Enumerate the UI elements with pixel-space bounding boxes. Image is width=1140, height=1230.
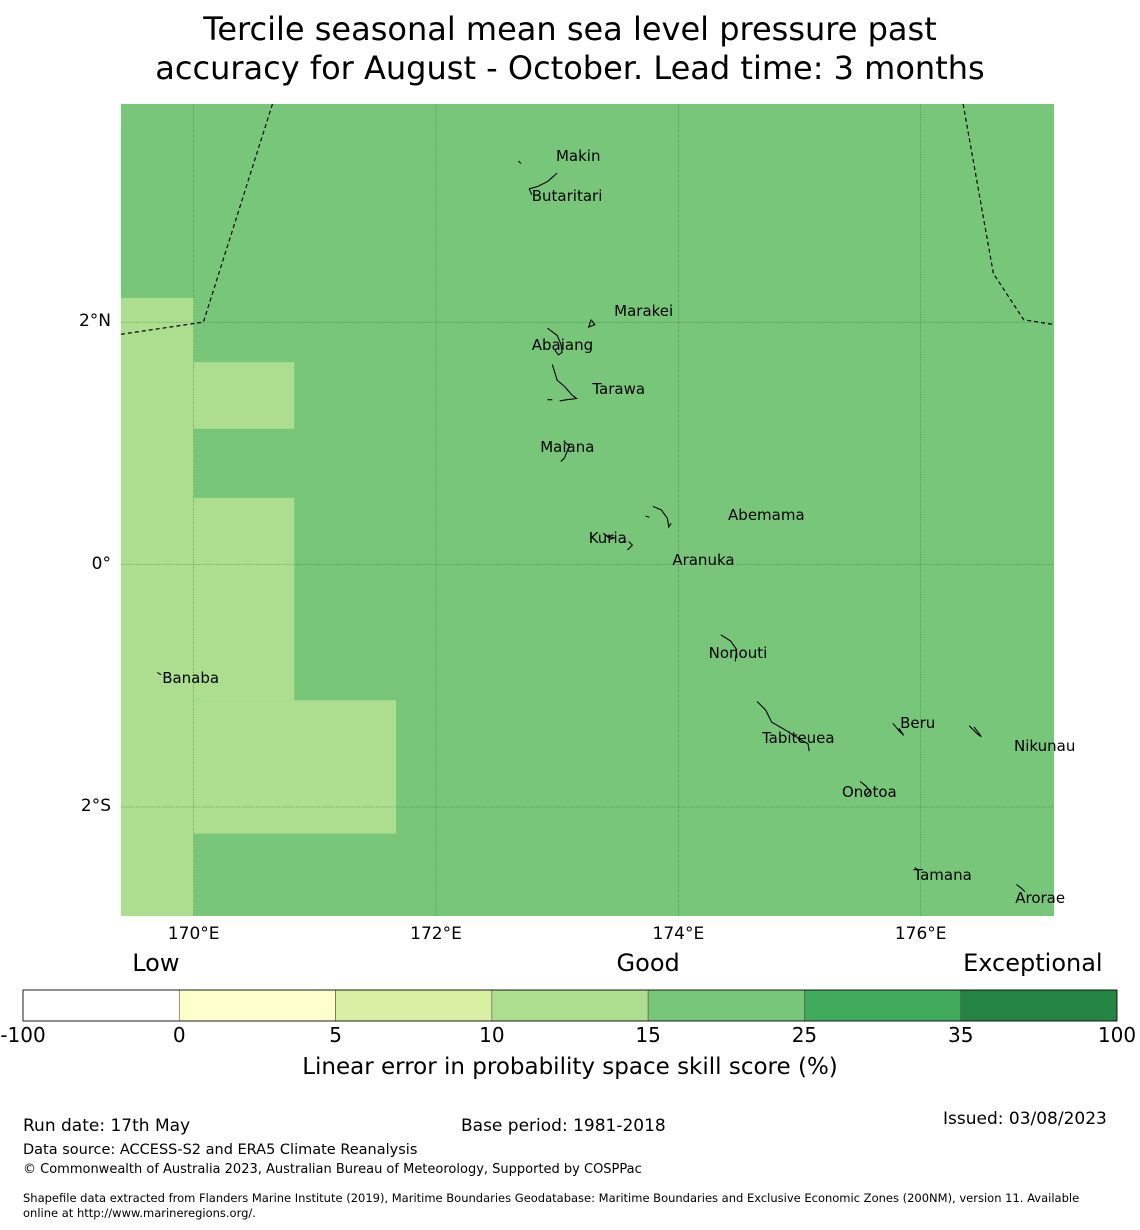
skill-cell-1	[193, 362, 295, 429]
colorbar-tick-label: 15	[635, 1023, 661, 1047]
island-label-makin: Makin	[555, 147, 601, 166]
island-label-arorae: Arorae	[1015, 888, 1066, 907]
coastline-14	[892, 722, 905, 736]
latitude-tick-label: 2°N	[78, 311, 111, 332]
colorbar-tick-label: 100	[1097, 1023, 1137, 1047]
base-period: Base period: 1981-2018	[461, 1116, 666, 1136]
map-title-line-1: Tercile seasonal mean sea level pressure…	[203, 10, 937, 48]
colorbar-bin-35-to-100	[960, 989, 1118, 1022]
coastline-17	[914, 867, 919, 871]
shapefile-credit-line-2: online at http://www.marineregions.org/.	[23, 1206, 256, 1220]
colorbar-tick-label: -100	[0, 1023, 46, 1047]
coastline-2	[587, 319, 596, 328]
colorbar	[22, 989, 1118, 1022]
colorbar-bin-25-to-35	[804, 989, 962, 1022]
coastline-7	[652, 505, 672, 529]
latitude-tick-label: 0°	[91, 553, 111, 574]
island-label-kuria: Kuria	[588, 528, 627, 547]
longitude-tick-label: 174°E	[652, 924, 705, 944]
coastline-13	[756, 701, 810, 752]
longitude-tick-label: 176°E	[894, 924, 947, 944]
island-label-banaba: Banaba	[162, 669, 220, 688]
colorbar-bin--100-to-0	[22, 989, 180, 1022]
coastline-9	[602, 532, 617, 540]
island-label-nikunau: Nikunau	[1014, 737, 1076, 756]
colorbar-category-exceptional: Exceptional	[963, 949, 1103, 977]
coastline-15	[968, 725, 982, 738]
island-label-beru: Beru	[900, 714, 936, 733]
map-layer	[121, 104, 1054, 916]
island-label-tarawa: Tarawa	[592, 379, 646, 398]
colorbar-bin-5-to-10	[335, 989, 493, 1022]
coastline-6	[560, 441, 570, 462]
coastline-18	[1016, 884, 1026, 893]
island-label-abemama: Abemama	[728, 505, 805, 524]
run-date: Run date: 17th May	[23, 1116, 191, 1136]
colorbar-bin-0-to-5	[178, 989, 336, 1022]
island-label-aranuka: Aranuka	[672, 550, 735, 569]
data-source: Data source: ACCESS-S2 and ERA5 Climate …	[23, 1142, 418, 1158]
eez-boundaries	[121, 104, 1054, 335]
coastline-8	[645, 515, 650, 518]
colorbar-label: Linear error in probability space skill …	[302, 1054, 838, 1080]
colorbar-category-low: Low	[132, 949, 180, 977]
island-label-butaritari: Butaritari	[531, 187, 603, 206]
colorbar-tick-label: 10	[479, 1023, 505, 1047]
coastline-11	[627, 541, 634, 551]
island-label-tamana: Tamana	[913, 865, 972, 884]
island-label-marakei: Marakei	[614, 302, 674, 321]
coastline-3	[547, 327, 563, 356]
colorbar-category-good: Good	[616, 949, 680, 977]
island-label-abaiang: Abaiang	[531, 336, 594, 355]
skill-cell-3	[193, 700, 397, 834]
colorbar-tick-label: 25	[791, 1023, 818, 1047]
colorbar-tick-label: 0	[172, 1023, 186, 1047]
island-label-maiana: Maiana	[540, 437, 595, 456]
island-label-tabiteuea: Tabiteuea	[761, 728, 835, 747]
coastlines	[157, 160, 1026, 893]
colorbar-bin-15-to-25	[647, 989, 805, 1022]
map-title: Tercile seasonal mean sea level pressure…	[0, 10, 1140, 88]
longitude-tick-label: 170°E	[167, 924, 220, 944]
colorbar-tick-label: 35	[947, 1023, 974, 1047]
skill-cell-0	[121, 297, 194, 916]
colorbar-frame	[22, 989, 1118, 1022]
colorbar-tick-label: 5	[329, 1023, 342, 1047]
coastline-16	[859, 781, 871, 797]
longitude-tick-label: 172°E	[410, 924, 462, 944]
shapefile-credit-line-1: Shapefile data extracted from Flanders M…	[23, 1191, 1080, 1205]
issued-date: Issued: 03/08/2023	[943, 1109, 1107, 1129]
latitude-tick-label: 2°S	[80, 795, 111, 816]
colorbar-bin-10-to-15	[491, 989, 649, 1022]
coastline-19	[157, 671, 162, 676]
coastline-1	[518, 160, 522, 164]
coastline-0	[528, 172, 558, 196]
island-label-onotoa: Onotoa	[841, 783, 897, 802]
coastline-10	[620, 540, 627, 544]
copyright: © Commonwealth of Australia 2023, Austra…	[23, 1162, 642, 1177]
coastline-12	[720, 634, 738, 662]
map-title-line-2: accuracy for August - October. Lead time…	[155, 49, 985, 87]
island-label-nonouti: Nonouti	[708, 644, 768, 662]
coastline-4	[551, 364, 579, 402]
skill-cell-2	[193, 497, 295, 701]
eez-boundary-line-1	[962, 104, 1054, 326]
